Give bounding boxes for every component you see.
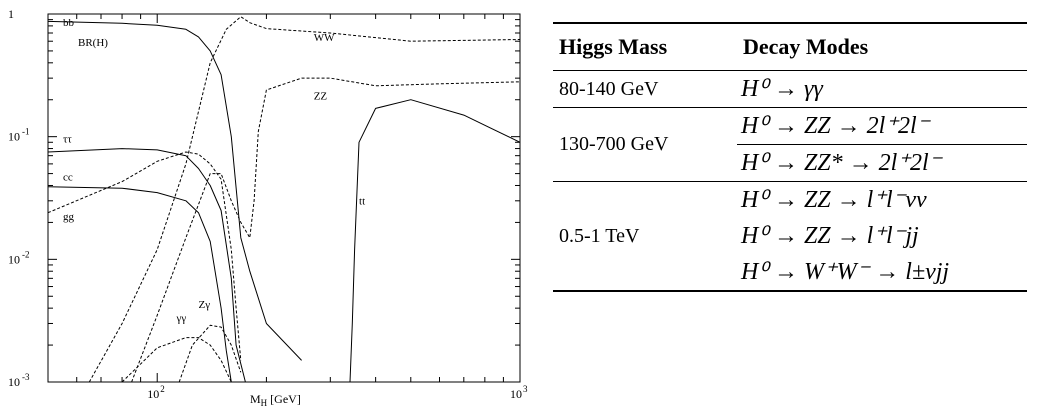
table-row: 80-140 GeV H⁰ → γγ bbox=[553, 70, 1027, 108]
series-label-cc: cc bbox=[63, 171, 73, 183]
y-tick-label: 10 -1 bbox=[8, 127, 30, 144]
x-tick-label: 103 bbox=[510, 384, 528, 401]
series-bb-line bbox=[48, 20, 302, 361]
series-ττ-line bbox=[48, 148, 246, 382]
series-gg-line bbox=[48, 151, 242, 361]
table-row: 0.5-1 TeV H⁰ → ZZ → l⁺l⁻νν H⁰ → ZZ → l⁺l… bbox=[553, 181, 1027, 292]
series-WW-line bbox=[88, 16, 520, 382]
y-tick-label: 1 bbox=[8, 7, 14, 21]
series-tt-line bbox=[349, 99, 520, 382]
series-label-γγ: γγ bbox=[175, 313, 186, 325]
decay-mode: H⁰ → ZZ* → 2l⁺2l⁻ bbox=[741, 150, 942, 176]
decay-mode: H⁰ → W⁺W⁻ → l±νjj bbox=[741, 259, 950, 285]
x-tick-label: 102 bbox=[147, 384, 165, 401]
x-axis-label: MH [GeV] bbox=[250, 392, 301, 408]
mode-cell: H⁰ → γγ bbox=[737, 70, 1027, 108]
mass-cell: 80-140 GeV bbox=[553, 70, 737, 108]
series-label-bb: bb bbox=[63, 17, 75, 29]
decay-mode: H⁰ → ZZ → l⁺l⁻νν bbox=[741, 187, 927, 213]
series-label-WW: WW bbox=[314, 32, 335, 44]
y-tick-label: 10 -3 bbox=[8, 372, 30, 389]
series-cc-line bbox=[48, 186, 232, 382]
table-header-row: Higgs Mass Decay Modes bbox=[553, 22, 1027, 71]
decay-mode: H⁰ → ZZ → l⁺l⁻jj bbox=[741, 223, 919, 249]
mass-cell: 130-700 GeV bbox=[553, 107, 737, 182]
header-decay-modes: Decay Modes bbox=[737, 22, 1027, 71]
mass-cell: 0.5-1 TeV bbox=[553, 181, 737, 292]
series-label-tt: tt bbox=[359, 195, 365, 207]
series-label-ZZ: ZZ bbox=[314, 91, 328, 103]
plot-frame bbox=[47, 13, 521, 383]
series-label-gg: gg bbox=[63, 211, 75, 223]
series-label-Zγ: Zγ bbox=[199, 299, 211, 311]
mode-cell: H⁰ → ZZ → 2l⁺2l⁻ H⁰ → ZZ* → 2l⁺2l⁻ bbox=[737, 107, 1027, 182]
decay-modes-table: Higgs Mass Decay Modes 80-140 GeV H⁰ → γ… bbox=[553, 22, 1027, 292]
series-ZZ-line bbox=[131, 77, 520, 382]
series-γγ-line bbox=[121, 337, 232, 382]
chart-svg: 1 10-1 10-2 10 -3 102 103 MH [GeV] BR(H)bb ττ cc gg… bbox=[8, 7, 528, 408]
header-higgs-mass: Higgs Mass bbox=[553, 22, 737, 71]
branching-ratio-chart: 1 10 -1 10 -2 10 -3 102 103 MH [GeV] BR(H) bb ττ cc gg… bbox=[8, 7, 528, 408]
mode-cell: H⁰ → ZZ → l⁺l⁻νν H⁰ → ZZ → l⁺l⁻jj H⁰ → W… bbox=[737, 181, 1027, 292]
table-row: 130-700 GeV H⁰ → ZZ → 2l⁺2l⁻ H⁰ → ZZ* → … bbox=[553, 107, 1027, 182]
series-label-ττ: ττ bbox=[63, 133, 72, 145]
decay-mode: H⁰ → ZZ → 2l⁺2l⁻ bbox=[737, 108, 1027, 145]
y-axis-label: BR(H) bbox=[78, 37, 108, 49]
series-Zγ-line bbox=[178, 324, 242, 382]
decay-mode: H⁰ → γγ bbox=[741, 76, 823, 102]
y-tick-label: 10 -2 bbox=[8, 249, 30, 266]
